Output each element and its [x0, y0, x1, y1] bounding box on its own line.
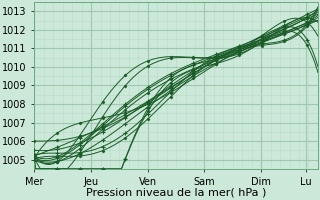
X-axis label: Pression niveau de la mer( hPa ): Pression niveau de la mer( hPa )	[86, 188, 266, 198]
